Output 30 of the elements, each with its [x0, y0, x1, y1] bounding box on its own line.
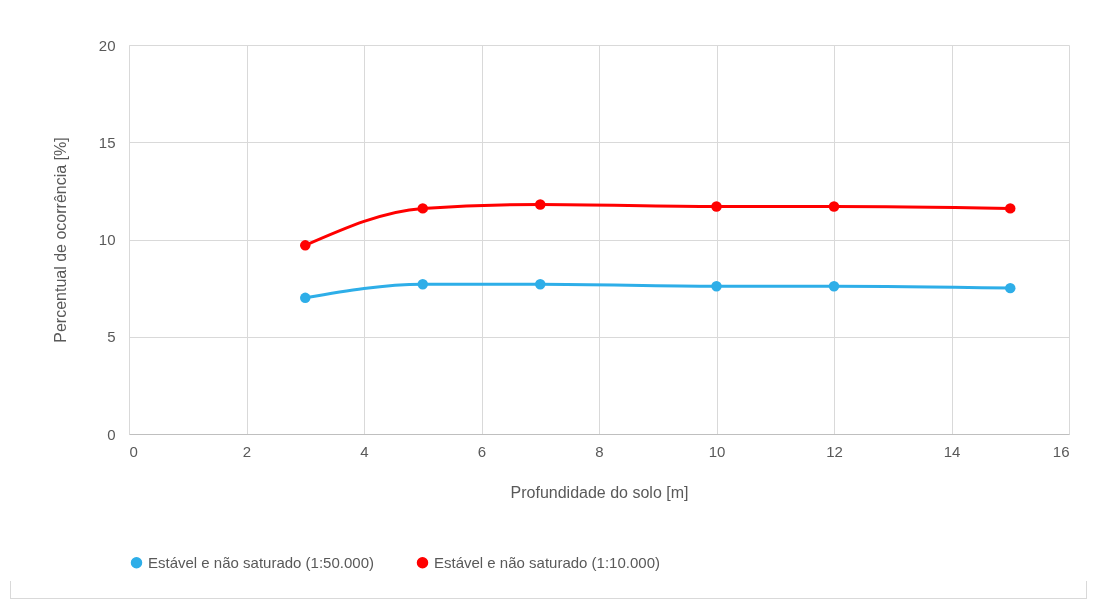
point	[1005, 203, 1016, 214]
y-axis-title: Percentual de ocorrência [%]	[51, 137, 69, 343]
y-tick-label: 15	[98, 133, 116, 151]
x-tick-label: 4	[360, 442, 369, 460]
y-tick-label: 10	[98, 231, 116, 248]
point	[535, 199, 546, 210]
y-tick-label: 0	[107, 425, 116, 443]
x-tick-label: 8	[595, 442, 604, 460]
y-tick-label: 20	[98, 36, 116, 54]
point	[828, 280, 840, 292]
x-tick-label: 6	[477, 442, 487, 460]
point	[535, 279, 546, 290]
x-tick-label: 14	[943, 442, 961, 460]
y-tick-label: 5	[107, 328, 116, 346]
x-tick-label: 16	[1052, 442, 1070, 460]
x-tick-label: 0	[129, 442, 138, 460]
x-tick-label: 10	[708, 442, 726, 460]
point	[417, 203, 428, 214]
point	[1005, 282, 1016, 294]
x-tick-label: 12	[826, 442, 843, 460]
point	[300, 240, 311, 251]
point	[711, 280, 722, 292]
point	[300, 292, 311, 304]
x-tick-label: 2	[242, 442, 252, 460]
legend-label: Estável e não saturado (1:10.000)	[434, 553, 660, 571]
point	[711, 201, 722, 212]
x-axis-title: Profundidade do solo [m]	[510, 483, 689, 501]
point	[828, 201, 840, 212]
point	[417, 279, 428, 290]
legend-label: Estável e não saturado (1:50.000)	[148, 553, 374, 571]
